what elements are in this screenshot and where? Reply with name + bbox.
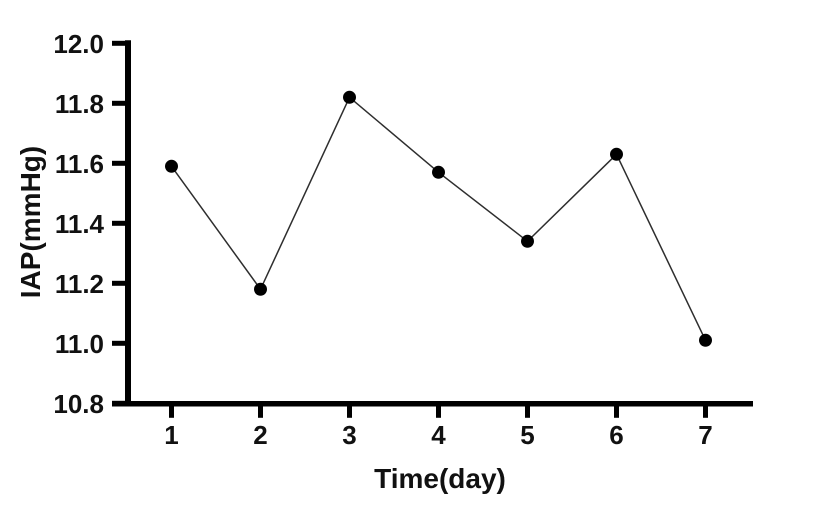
x-tick-label: 4: [431, 420, 446, 450]
y-tick-label: 11.4: [55, 209, 105, 239]
y-tick-label: 11.8: [55, 89, 104, 119]
data-point: [699, 333, 712, 347]
x-tick-label: 1: [164, 420, 178, 450]
x-ticks: 1 2 3 4 5 6 7: [164, 403, 713, 450]
y-axis-label: IAP(mmHg): [15, 146, 46, 298]
y-ticks: 12.0 11.8 11.6 11.4 11.2 11.0 10.8: [53, 29, 128, 419]
y-tick-label: 11.0: [55, 329, 104, 359]
data-point: [432, 165, 445, 179]
axes: [112, 40, 753, 407]
data-series: [165, 90, 712, 347]
x-tick-label: 6: [609, 420, 623, 450]
x-tick-label: 7: [698, 420, 712, 450]
data-point: [343, 90, 356, 104]
x-tick-label: 3: [342, 420, 356, 450]
y-tick-label: 11.6: [55, 149, 104, 179]
y-tick-label: 12.0: [53, 29, 104, 59]
x-axis-label: Time(day): [374, 463, 506, 494]
data-point: [610, 147, 623, 161]
x-tick-label: 2: [253, 420, 267, 450]
data-point: [521, 234, 534, 248]
data-point: [165, 159, 178, 173]
data-line: [170, 96, 707, 341]
data-point: [254, 282, 267, 296]
y-tick-label: 10.8: [53, 389, 104, 419]
x-tick-label: 5: [520, 420, 534, 450]
y-tick-label: 11.2: [55, 269, 104, 299]
